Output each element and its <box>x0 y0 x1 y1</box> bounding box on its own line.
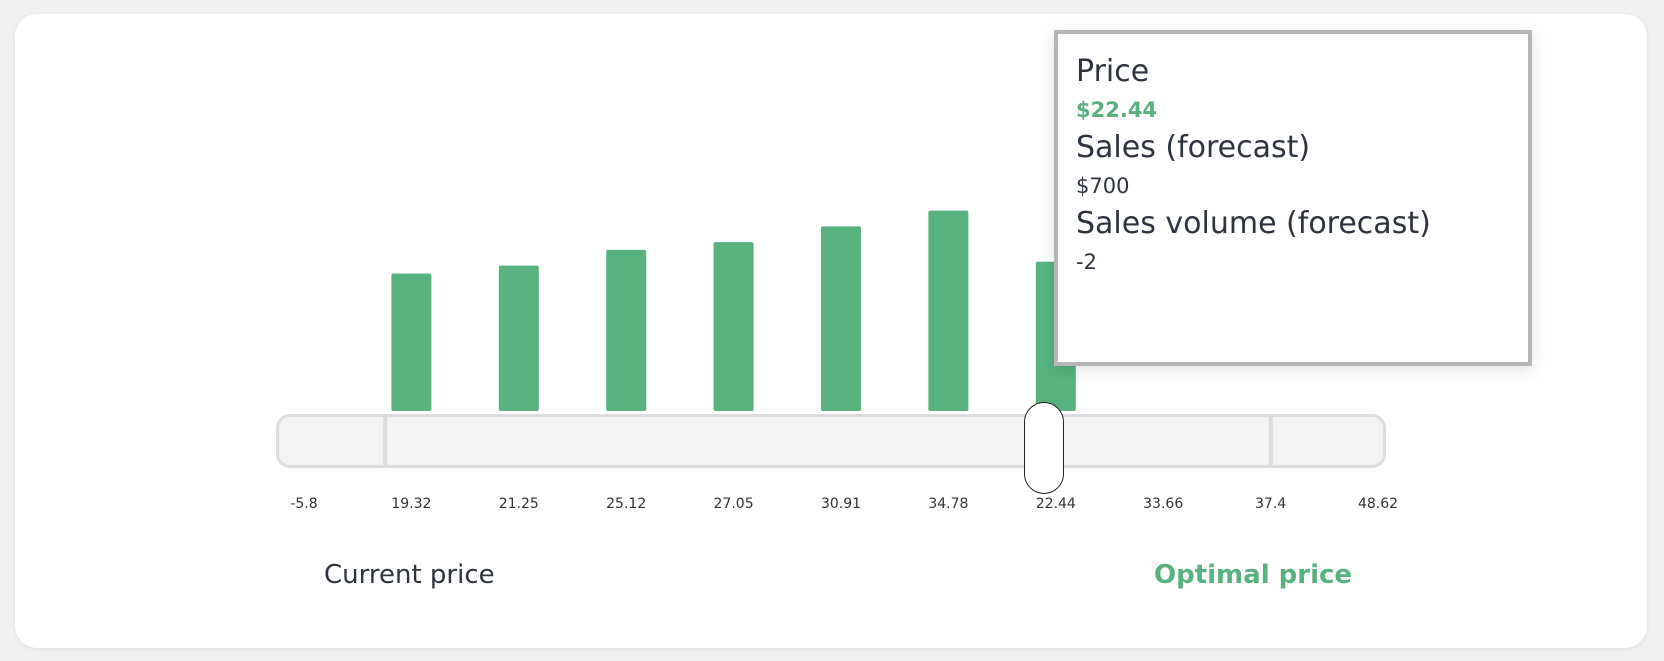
price-slider-handle[interactable] <box>1024 402 1064 494</box>
tooltip-volume-label: Sales volume (forecast) <box>1076 206 1431 241</box>
tick-label-8: 33.66 <box>1143 496 1184 512</box>
optimal-price-marker <box>1269 417 1273 465</box>
tick-label-6: 34.78 <box>928 496 969 512</box>
bar-30.91[interactable] <box>821 226 861 411</box>
tooltip-volume-value: -2 <box>1076 250 1097 274</box>
tick-label-7: 22.44 <box>1035 496 1076 512</box>
tick-label-0: -5.8 <box>290 496 318 512</box>
tick-label-9: 37.4 <box>1255 496 1287 512</box>
tick-label-1: 19.32 <box>391 496 432 512</box>
tooltip-sales-value: $700 <box>1076 174 1130 198</box>
tick-label-5: 30.91 <box>820 496 862 512</box>
tooltip-sales-label: Sales (forecast) <box>1076 130 1311 165</box>
tooltip-price-label: Price <box>1076 54 1150 89</box>
bar-25.12[interactable] <box>606 249 647 411</box>
current-price-marker <box>383 417 387 465</box>
optimal-price-label: Optimal price <box>1154 560 1353 590</box>
price-slider-track[interactable] <box>276 414 1386 468</box>
current-price-label: Current price <box>324 560 495 590</box>
tick-label-2: 21.25 <box>498 496 539 512</box>
bar-19.32[interactable] <box>391 273 432 412</box>
tick-label-3: 25.12 <box>606 496 647 512</box>
tick-label-4: 27.05 <box>713 496 754 512</box>
bar-34.78[interactable] <box>928 210 969 411</box>
tick-label-10: 48.62 <box>1357 496 1399 512</box>
bar-21.25[interactable] <box>498 265 539 411</box>
tooltip-price-value: $22.44 <box>1076 98 1158 122</box>
bar-27.05[interactable] <box>713 242 754 411</box>
price-tooltip: Price $22.44 Sales (forecast) $700 Sales… <box>1054 30 1532 366</box>
